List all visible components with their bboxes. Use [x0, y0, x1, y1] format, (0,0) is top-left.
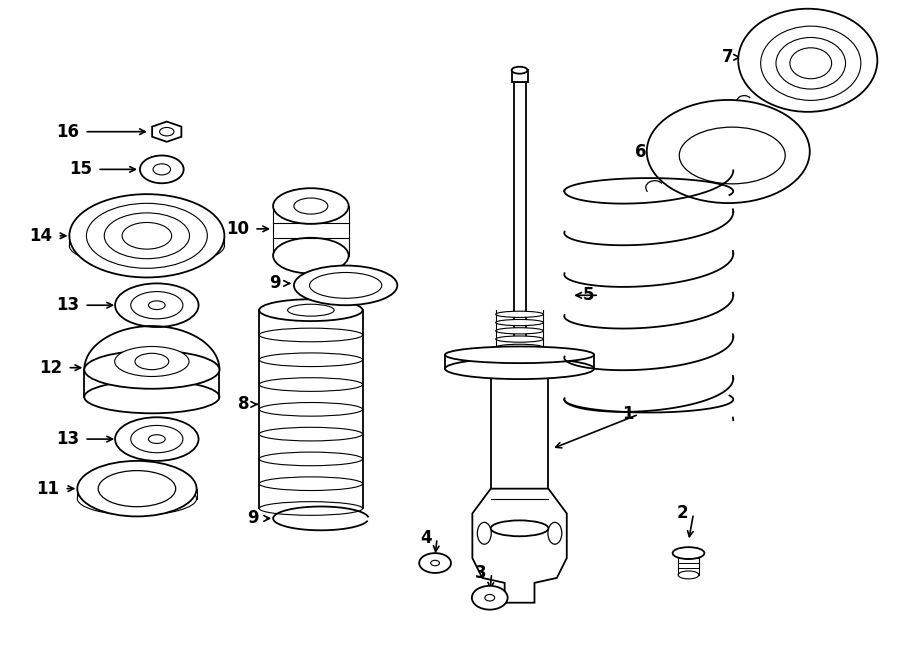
Ellipse shape: [491, 353, 548, 367]
Text: 13: 13: [56, 296, 79, 314]
Ellipse shape: [98, 471, 176, 507]
Ellipse shape: [148, 301, 166, 309]
Ellipse shape: [115, 417, 199, 461]
Ellipse shape: [445, 358, 594, 379]
Text: 12: 12: [40, 359, 62, 377]
Ellipse shape: [548, 522, 562, 544]
Ellipse shape: [153, 164, 170, 175]
Ellipse shape: [273, 188, 348, 224]
Ellipse shape: [294, 266, 397, 305]
Ellipse shape: [69, 194, 224, 278]
Text: 2: 2: [677, 504, 688, 522]
Text: 11: 11: [36, 480, 59, 498]
Ellipse shape: [496, 336, 544, 342]
Text: 3: 3: [475, 564, 487, 582]
Ellipse shape: [445, 346, 594, 363]
Ellipse shape: [496, 311, 544, 317]
Ellipse shape: [431, 561, 439, 566]
Polygon shape: [472, 488, 567, 603]
Ellipse shape: [77, 482, 196, 515]
Bar: [491, 360, 548, 528]
Ellipse shape: [135, 354, 168, 369]
Ellipse shape: [130, 426, 183, 453]
Ellipse shape: [85, 350, 220, 389]
Ellipse shape: [159, 128, 174, 136]
Ellipse shape: [69, 225, 224, 266]
Ellipse shape: [496, 328, 544, 334]
Text: 15: 15: [69, 161, 92, 178]
Text: 4: 4: [420, 529, 432, 547]
Ellipse shape: [679, 571, 699, 579]
Text: 9: 9: [269, 274, 281, 292]
Ellipse shape: [122, 223, 172, 249]
Ellipse shape: [310, 272, 382, 298]
Ellipse shape: [790, 48, 832, 79]
Text: 5: 5: [582, 286, 594, 304]
Ellipse shape: [114, 346, 189, 377]
Ellipse shape: [491, 520, 548, 536]
Ellipse shape: [86, 204, 207, 268]
Ellipse shape: [259, 377, 363, 391]
Text: 10: 10: [226, 220, 249, 238]
Ellipse shape: [77, 461, 196, 516]
Ellipse shape: [115, 284, 199, 327]
Ellipse shape: [259, 303, 363, 317]
Bar: [514, 82, 526, 340]
Ellipse shape: [140, 155, 184, 183]
Ellipse shape: [130, 292, 183, 319]
Ellipse shape: [148, 435, 166, 444]
Ellipse shape: [472, 586, 508, 609]
Ellipse shape: [419, 553, 451, 573]
Bar: [273, 206, 348, 256]
Ellipse shape: [672, 547, 705, 559]
Ellipse shape: [259, 452, 363, 466]
Ellipse shape: [259, 477, 363, 490]
Text: 1: 1: [623, 405, 634, 423]
Ellipse shape: [477, 522, 491, 544]
Ellipse shape: [738, 9, 878, 112]
Ellipse shape: [511, 67, 527, 73]
Ellipse shape: [259, 502, 363, 516]
Ellipse shape: [496, 352, 544, 359]
Text: 14: 14: [30, 227, 52, 245]
Ellipse shape: [104, 213, 190, 258]
Polygon shape: [152, 122, 182, 142]
Ellipse shape: [485, 594, 495, 601]
Ellipse shape: [496, 319, 544, 326]
Bar: [511, 70, 527, 82]
Ellipse shape: [288, 304, 334, 316]
Text: 13: 13: [56, 430, 79, 448]
Ellipse shape: [680, 127, 785, 184]
Ellipse shape: [259, 299, 363, 321]
Ellipse shape: [259, 403, 363, 416]
Bar: [679, 553, 699, 575]
Ellipse shape: [273, 238, 348, 274]
Text: 16: 16: [57, 123, 79, 141]
Ellipse shape: [776, 38, 845, 89]
Text: 8: 8: [238, 395, 249, 413]
Ellipse shape: [259, 328, 363, 342]
Text: 6: 6: [635, 143, 647, 161]
Ellipse shape: [85, 381, 220, 413]
Ellipse shape: [760, 26, 860, 100]
Text: 7: 7: [722, 48, 734, 66]
Text: 9: 9: [248, 510, 259, 527]
Ellipse shape: [259, 427, 363, 441]
Ellipse shape: [496, 344, 544, 350]
Ellipse shape: [259, 353, 363, 367]
Ellipse shape: [647, 100, 810, 203]
Ellipse shape: [294, 198, 328, 214]
